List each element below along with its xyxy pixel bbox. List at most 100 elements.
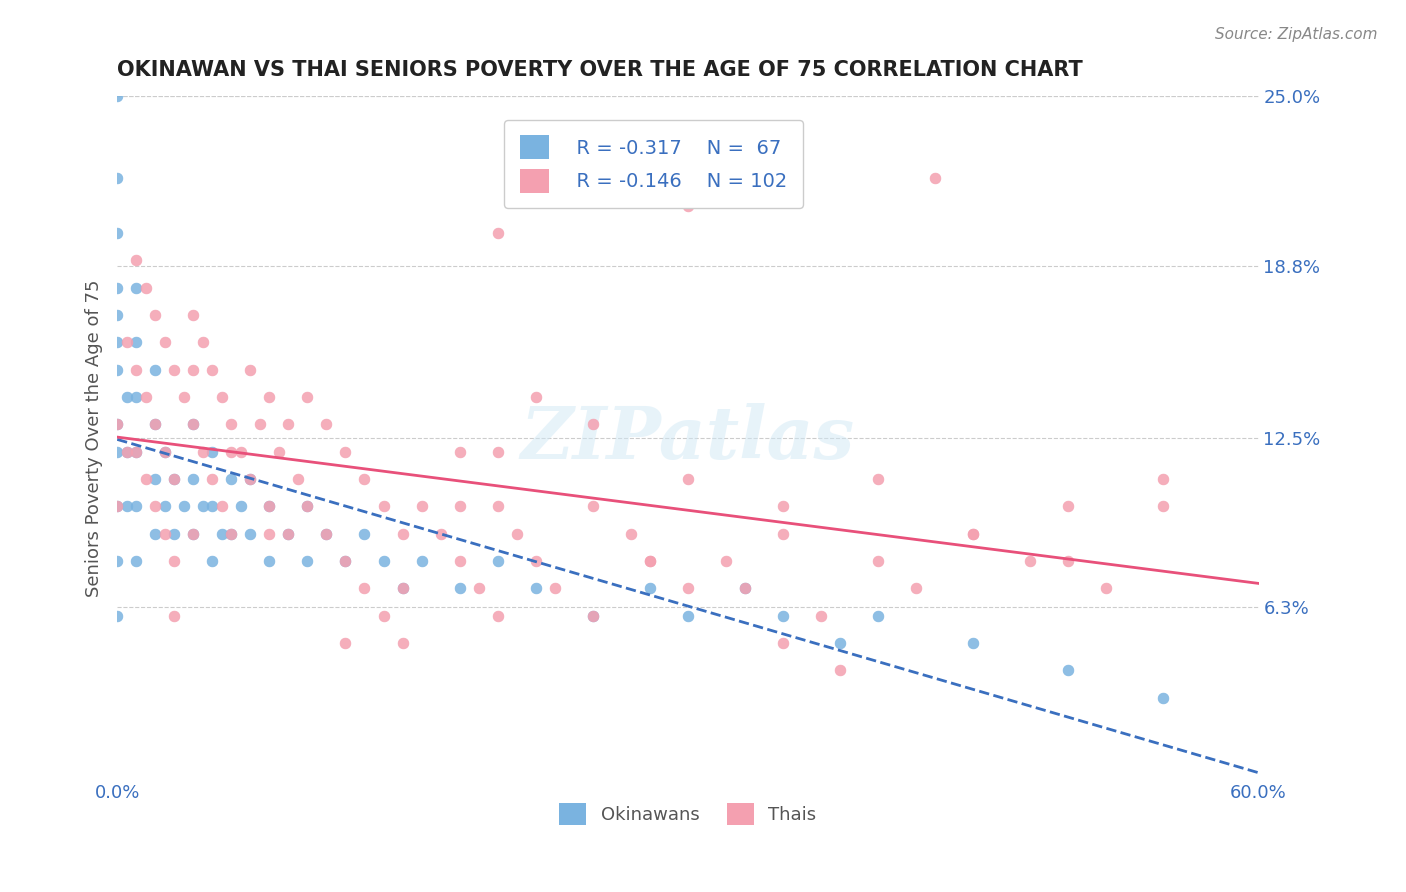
Point [211,500,233,514]
Point [582,417,605,432]
Text: Source: ZipAtlas.com: Source: ZipAtlas.com [1215,27,1378,42]
Point [905,582,928,596]
Point [181,472,204,486]
Point [201,362,224,376]
Point [115,444,138,458]
Point [449,582,471,596]
Point [201,554,224,568]
Point [962,636,984,650]
Point [1057,663,1080,677]
Point [962,526,984,541]
Point [105,89,128,103]
Point [638,554,661,568]
Point [105,444,128,458]
Point [239,472,262,486]
Point [676,608,699,623]
Point [315,526,337,541]
Point [544,582,567,596]
Point [125,335,148,350]
Point [221,472,243,486]
Point [411,500,433,514]
Point [772,608,794,623]
Point [353,526,375,541]
Point [734,582,756,596]
Point [181,417,204,432]
Point [163,554,186,568]
Point [353,582,375,596]
Point [153,444,176,458]
Point [391,582,413,596]
Point [173,390,195,404]
Point [582,608,605,623]
Point [105,335,128,350]
Point [259,554,281,568]
Legend: Okinawans, Thais: Okinawans, Thais [553,796,824,832]
Point [335,554,357,568]
Point [772,636,794,650]
Point [125,554,148,568]
Point [277,526,299,541]
Point [143,417,166,432]
Point [315,417,337,432]
Point [1095,582,1118,596]
Point [259,390,281,404]
Point [229,444,252,458]
Point [135,281,157,295]
Y-axis label: Seniors Poverty Over the Age of 75: Seniors Poverty Over the Age of 75 [86,279,103,597]
Text: OKINAWAN VS THAI SENIORS POVERTY OVER THE AGE OF 75 CORRELATION CHART: OKINAWAN VS THAI SENIORS POVERTY OVER TH… [117,60,1083,79]
Point [153,335,176,350]
Point [486,554,509,568]
Point [373,554,395,568]
Point [449,444,471,458]
Point [105,362,128,376]
Point [221,444,243,458]
Point [287,472,309,486]
Point [135,472,157,486]
Point [191,500,214,514]
Point [734,582,756,596]
Point [201,444,224,458]
Point [191,444,214,458]
Point [297,390,319,404]
Point [524,582,547,596]
Point [125,500,148,514]
Point [125,281,148,295]
Point [297,554,319,568]
Point [105,308,128,322]
Point [259,500,281,514]
Point [211,526,233,541]
Point [582,608,605,623]
Point [277,417,299,432]
Point [201,500,224,514]
Point [163,608,186,623]
Point [1019,554,1042,568]
Point [115,390,138,404]
Point [505,526,527,541]
Point [181,417,204,432]
Point [135,390,157,404]
Point [620,526,643,541]
Point [143,362,166,376]
Point [115,500,138,514]
Point [153,500,176,514]
Point [249,417,271,432]
Point [486,226,509,240]
Point [153,444,176,458]
Point [125,390,148,404]
Point [221,417,243,432]
Point [277,526,299,541]
Point [229,500,252,514]
Point [1153,472,1175,486]
Point [373,500,395,514]
Point [315,526,337,541]
Point [411,554,433,568]
Point [524,390,547,404]
Point [267,444,290,458]
Point [391,582,413,596]
Point [259,500,281,514]
Point [638,554,661,568]
Point [868,472,890,486]
Point [638,582,661,596]
Point [105,281,128,295]
Point [105,417,128,432]
